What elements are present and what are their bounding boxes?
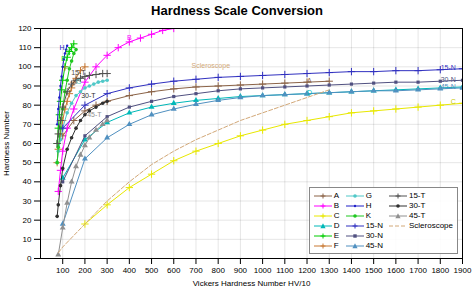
svg-text:0: 0 xyxy=(27,254,32,263)
svg-text:300: 300 xyxy=(100,266,114,275)
svg-text:1300: 1300 xyxy=(320,266,338,275)
svg-text:1900: 1900 xyxy=(454,266,472,275)
svg-text:40: 40 xyxy=(23,177,32,186)
svg-text:1100: 1100 xyxy=(276,266,294,275)
svg-text:G: G xyxy=(76,78,81,85)
svg-text:100: 100 xyxy=(18,62,32,71)
html-text:G: G xyxy=(365,191,372,200)
svg-text:B: B xyxy=(127,34,132,41)
html-text:Scleroscope: Scleroscope xyxy=(409,221,453,230)
svg-text:600: 600 xyxy=(167,266,181,275)
html-text:A: A xyxy=(333,191,340,200)
html-text:D: D xyxy=(333,221,340,230)
svg-text:D: D xyxy=(307,89,312,96)
html-text:30-T: 30-T xyxy=(409,201,426,210)
svg-text:Scleroscope: Scleroscope xyxy=(192,62,231,70)
html-text:15-T: 15-T xyxy=(409,191,426,200)
html-text:F: F xyxy=(333,241,339,250)
svg-text:1800: 1800 xyxy=(431,266,449,275)
svg-text:1400: 1400 xyxy=(343,266,361,275)
svg-text:15-N: 15-N xyxy=(441,64,456,71)
svg-text:110: 110 xyxy=(19,43,32,52)
svg-text:900: 900 xyxy=(234,266,248,275)
svg-text:1500: 1500 xyxy=(365,266,383,275)
svg-text:F: F xyxy=(63,65,67,72)
svg-text:90: 90 xyxy=(23,82,32,91)
svg-text:20: 20 xyxy=(23,216,32,225)
html-text:H: H xyxy=(365,201,372,210)
html-text:C: C xyxy=(333,211,340,220)
svg-text:H: H xyxy=(59,44,64,51)
svg-text:K: K xyxy=(66,48,71,55)
svg-text:120: 120 xyxy=(18,24,32,33)
html-text:30-N: 30-N xyxy=(365,231,383,240)
svg-text:10: 10 xyxy=(23,235,32,244)
svg-text:200: 200 xyxy=(78,266,92,275)
svg-text:1700: 1700 xyxy=(409,266,427,275)
svg-text:700: 700 xyxy=(189,266,203,275)
svg-text:15-T: 15-T xyxy=(71,69,86,76)
html-text:K: K xyxy=(365,211,371,220)
svg-text:A: A xyxy=(307,77,312,84)
svg-text:C: C xyxy=(451,98,456,105)
html-text:15-N: 15-N xyxy=(365,221,383,230)
svg-text:Hardness Number: Hardness Number xyxy=(2,111,11,176)
svg-text:1200: 1200 xyxy=(298,266,316,275)
html-text:Hardness Scale Conversion: Hardness Scale Conversion xyxy=(151,3,323,18)
svg-text:30-T: 30-T xyxy=(81,92,96,99)
svg-text:30: 30 xyxy=(23,197,32,206)
html-text:E: E xyxy=(333,231,340,240)
svg-text:400: 400 xyxy=(123,266,137,275)
html-text:45-N: 45-N xyxy=(365,241,383,250)
svg-text:45-N: 45-N xyxy=(441,83,456,90)
svg-text:100: 100 xyxy=(56,266,70,275)
svg-text:60: 60 xyxy=(23,139,32,148)
svg-text:45-T: 45-T xyxy=(87,111,102,118)
svg-text:1600: 1600 xyxy=(387,266,405,275)
svg-text:1000: 1000 xyxy=(254,266,272,275)
svg-text:30-N: 30-N xyxy=(441,76,456,83)
svg-text:70: 70 xyxy=(23,120,32,129)
html-text:45-T: 45-T xyxy=(409,211,426,220)
svg-text:E: E xyxy=(61,55,66,62)
svg-text:80: 80 xyxy=(23,101,32,110)
html-text:B: B xyxy=(333,201,340,210)
svg-text:800: 800 xyxy=(212,266,226,275)
svg-text:500: 500 xyxy=(145,266,159,275)
svg-text:50: 50 xyxy=(23,158,32,167)
svg-text:Vickers Hardness Number HV/10: Vickers Hardness Number HV/10 xyxy=(193,279,311,288)
